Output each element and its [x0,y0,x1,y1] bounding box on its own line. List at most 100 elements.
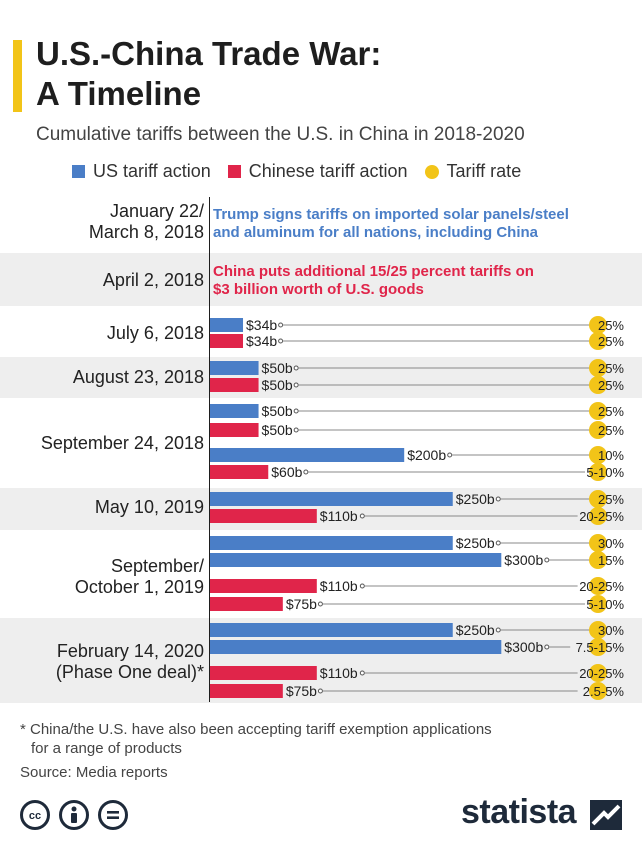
note-china-line-1: China puts additional 15/25 percent tari… [213,263,534,280]
note-us-line-1: Trump signs tariffs on imported solar pa… [213,206,569,223]
bar-china-5 [210,423,259,437]
creative-commons-icon: cc [20,800,50,830]
rate-label-6: 10% [598,448,624,463]
bar-us-8 [210,492,453,506]
footnote-line-1: * China/the U.S. have also been acceptin… [20,721,492,738]
leader-dot-9 [359,513,365,519]
date-label-feb-2020: February 14, 2020 [56,641,204,661]
bar-us-0 [210,318,244,332]
bar-value-label-10: $250b [456,535,495,551]
rate-dot-16 [589,664,607,682]
no-derivatives-icon [98,800,128,830]
rate-label-14: 30% [598,623,624,638]
legend-swatch-china [227,165,241,178]
bar-us-4 [210,404,259,418]
title-accent-bar [13,40,22,112]
rate-label-8: 25% [598,492,624,507]
title-line-2: A Timeline [36,75,202,112]
leader-dot-3 [293,382,299,388]
timeline-axis [209,197,210,702]
date-label-jul-2018: July 6, 2018 [106,323,204,343]
legend-label-china: Chinese tariff action [248,161,408,181]
legend-dot-rate [424,164,439,179]
bar-value-label-11: $300b [504,552,543,568]
leader-dot-0 [278,322,284,328]
leader-dot-12 [359,583,365,589]
date-label-apr-2018: April 2, 2018 [102,270,204,290]
rate-label-0: 25% [598,318,624,333]
bar-us-14 [210,623,453,637]
rate-label-17: 2.5-5% [583,684,625,699]
rate-label-2: 25% [598,361,624,376]
legend-item-china: Chinese tariff action [227,161,408,182]
rate-dot-1 [589,332,607,350]
attribution-icon [59,800,89,830]
note-china-retaliation: China puts additional 15/25 percent tari… [213,263,534,299]
bar-value-label-3: $50b [262,377,293,393]
bar-china-17 [210,684,283,698]
bar-value-label-7: $60b [271,464,302,480]
rate-label-3: 25% [598,378,624,393]
rate-dot-7 [589,463,607,481]
leader-dot-14 [495,627,501,633]
rate-label-5: 25% [598,423,624,438]
bar-us-6 [210,448,405,462]
legend-label-us: US tariff action [93,161,211,181]
statista-logo-icon [590,800,622,830]
rate-dot-17 [589,682,607,700]
leader-dot-10 [495,540,501,546]
rate-dot-6 [589,446,607,464]
leader-dot-17 [317,688,323,694]
footnote-line-2: for a range of products [31,740,182,757]
bar-us-2 [210,361,259,375]
note-us-line-2: and aluminum for all nations, including … [213,224,539,241]
legend-swatch-us [72,165,85,178]
legend-item-us: US tariff action [72,161,211,182]
title-line-1: U.S.-China Trade War: [36,35,382,72]
leader-dot-5 [293,427,299,433]
date-label-oct-2019: October 1, 2019 [74,577,204,597]
leader-dot-4 [293,408,299,414]
rate-dot-3 [589,376,607,394]
date-label-jan-2018: January 22/ [109,201,204,221]
rate-label-16: 20-25% [579,666,624,681]
rate-dot-10 [589,534,607,552]
rate-dot-12 [589,577,607,595]
bar-value-label-9: $110b [320,508,358,524]
bar-value-label-16: $110b [320,665,358,681]
band-august-2018 [0,357,642,398]
rate-label-12: 20-25% [579,579,624,594]
rate-dot-2 [589,359,607,377]
leader-dot-1 [278,338,284,344]
rate-label-1: 25% [598,334,624,349]
bar-value-label-8: $250b [456,491,495,507]
rate-label-13: 5-10% [586,597,624,612]
legend-item-rate: Tariff rate [424,161,522,182]
bar-value-label-4: $50b [262,403,293,419]
bar-value-label-1: $34b [246,333,277,349]
leader-dot-13 [317,601,323,607]
bar-value-label-5: $50b [262,422,293,438]
rate-label-7: 5-10% [586,465,624,480]
bar-value-label-6: $200b [407,447,446,463]
rate-label-9: 20-25% [579,509,624,524]
date-label-mar-2018: March 8, 2018 [88,222,204,242]
leader-dot-16 [359,670,365,676]
bar-value-label-12: $110b [320,578,358,594]
rate-dot-11 [589,551,607,569]
leader-dot-11 [544,557,550,563]
date-label-may-2019: May 10, 2019 [94,497,204,517]
legend-label-rate: Tariff rate [446,161,522,181]
leader-dot-6 [447,452,453,458]
rate-dot-14 [589,621,607,639]
statista-logo-text: statista [461,793,577,831]
band-april-2018 [0,253,642,306]
bar-value-label-17: $75b [286,683,317,699]
leader-dot-7 [303,469,309,475]
rate-dot-13 [589,595,607,613]
rate-dot-8 [589,490,607,508]
bar-china-3 [210,378,259,392]
rate-label-10: 30% [598,536,624,551]
bar-value-label-13: $75b [286,596,317,612]
svg-text:cc: cc [29,810,41,822]
